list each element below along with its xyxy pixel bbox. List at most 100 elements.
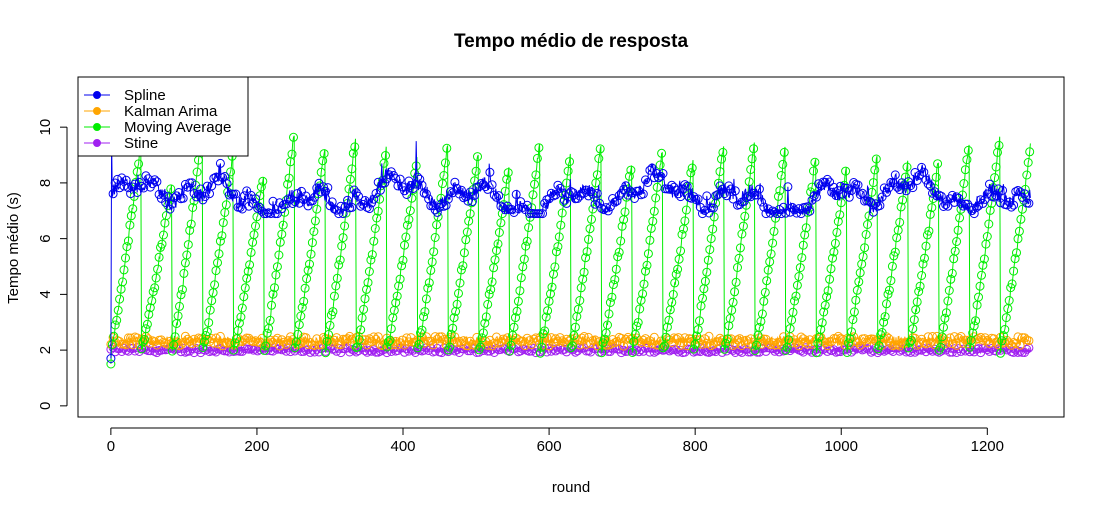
data-point [404,337,414,347]
data-point [871,199,881,209]
data-point [616,348,626,358]
data-point [898,195,908,205]
data-point [362,347,372,357]
data-point [157,239,167,249]
data-point [391,298,401,308]
data-point [1009,266,1019,276]
data-point [363,278,373,288]
data-point [167,346,177,356]
legend-label: Kalman Arima [124,103,218,120]
data-point [669,182,679,192]
data-point [871,154,881,164]
data-point [955,213,965,223]
data-point [962,155,972,165]
data-point [529,209,539,219]
data-point [420,307,430,317]
data-point [364,334,374,344]
data-point [603,206,613,216]
data-point [451,306,461,316]
axes-layer: 0 200 400 600 800 1000 1200 0 2 4 6 8 10 [37,119,1004,455]
data-point [651,193,661,203]
data-point [744,177,754,187]
data-point [222,179,232,189]
data-point [849,178,859,187]
data-point [689,192,699,202]
data-point [823,286,833,296]
data-point [636,295,646,305]
data-point [708,339,718,349]
data-point [370,224,380,233]
data-point [624,171,634,181]
data-point [576,283,586,293]
data-point [144,309,154,319]
data-point [627,188,637,198]
data-point [830,238,840,248]
data-point [118,277,128,287]
data-point [270,335,280,345]
data-point [630,329,640,339]
data-point [362,284,371,294]
data-point [174,188,184,197]
data-point [555,183,565,193]
data-point [617,221,627,231]
legend-item-kalman-arima: Kalman Arima [84,103,218,120]
data-point [678,338,688,348]
data-point [544,194,554,204]
data-point [481,312,491,322]
data-point [201,331,211,340]
data-point [565,157,574,167]
legend-label: Stine [124,135,158,152]
data-point [811,348,821,358]
plot-frame [77,76,1065,418]
data-point [287,149,297,159]
data-point [588,204,598,214]
data-point [584,234,593,244]
data-point [430,233,440,242]
data-point [421,294,431,304]
data-point [167,199,177,209]
data-point [413,172,423,182]
data-point [795,263,805,273]
data-point [416,328,425,338]
data-point [607,292,617,302]
data-point [249,230,259,240]
data-point [347,202,357,212]
y-axis: 0 2 4 6 8 10 [37,119,68,410]
data-point [921,241,931,251]
data-point [941,308,951,318]
data-point [647,163,657,173]
data-point [800,230,810,240]
x-tick-label: 0 [107,438,115,455]
data-point [293,329,303,339]
data-point [487,180,497,190]
data-point [112,315,122,325]
data-point [1009,200,1019,210]
data-point [721,339,731,348]
data-point [875,201,885,211]
data-point [570,322,580,332]
data-point [747,154,757,164]
data-point [700,334,710,344]
data-point [943,296,953,306]
data-point [726,184,736,194]
data-point [861,230,871,239]
data-point [316,167,326,177]
data-point [811,192,821,202]
data-point [896,202,906,212]
data-point [360,335,370,345]
data-point [272,262,282,272]
x-tick-label: 1000 [825,438,858,455]
data-point [974,292,983,302]
data-point [985,205,995,215]
data-point [275,198,285,208]
data-point [864,196,874,206]
data-point [309,227,319,236]
data-point [579,188,589,198]
data-point [364,267,374,276]
data-point [822,174,832,184]
data-point [428,340,438,350]
data-point [515,286,525,296]
data-point [728,345,738,355]
data-point [186,219,196,229]
